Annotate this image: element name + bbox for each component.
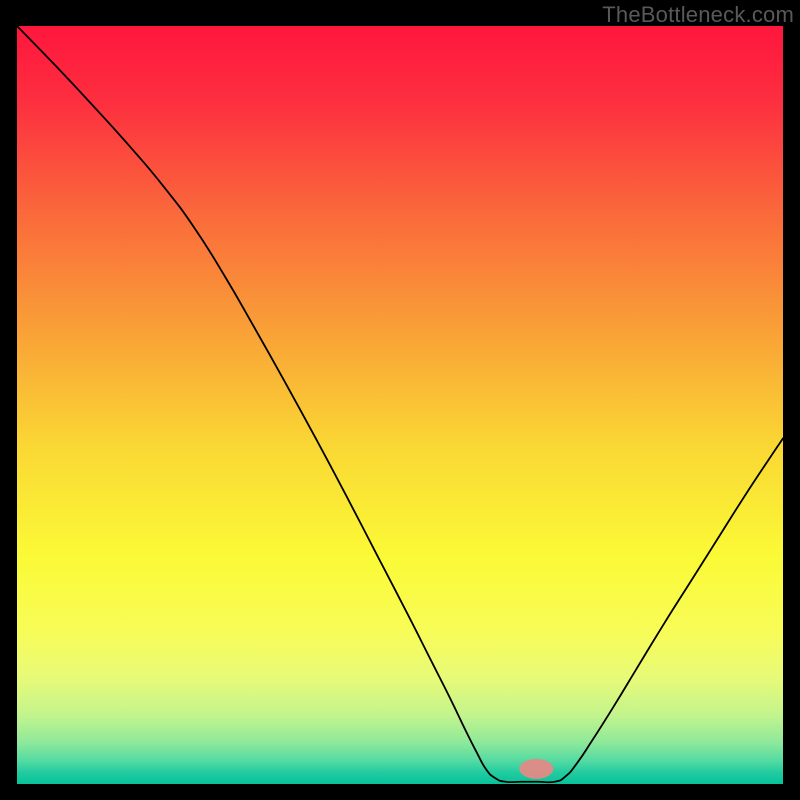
chart-background — [17, 26, 783, 784]
optimal-point-marker — [519, 759, 553, 779]
bottleneck-chart — [17, 26, 783, 784]
watermark-text: TheBottleneck.com — [602, 2, 794, 28]
chart-svg — [17, 26, 783, 784]
